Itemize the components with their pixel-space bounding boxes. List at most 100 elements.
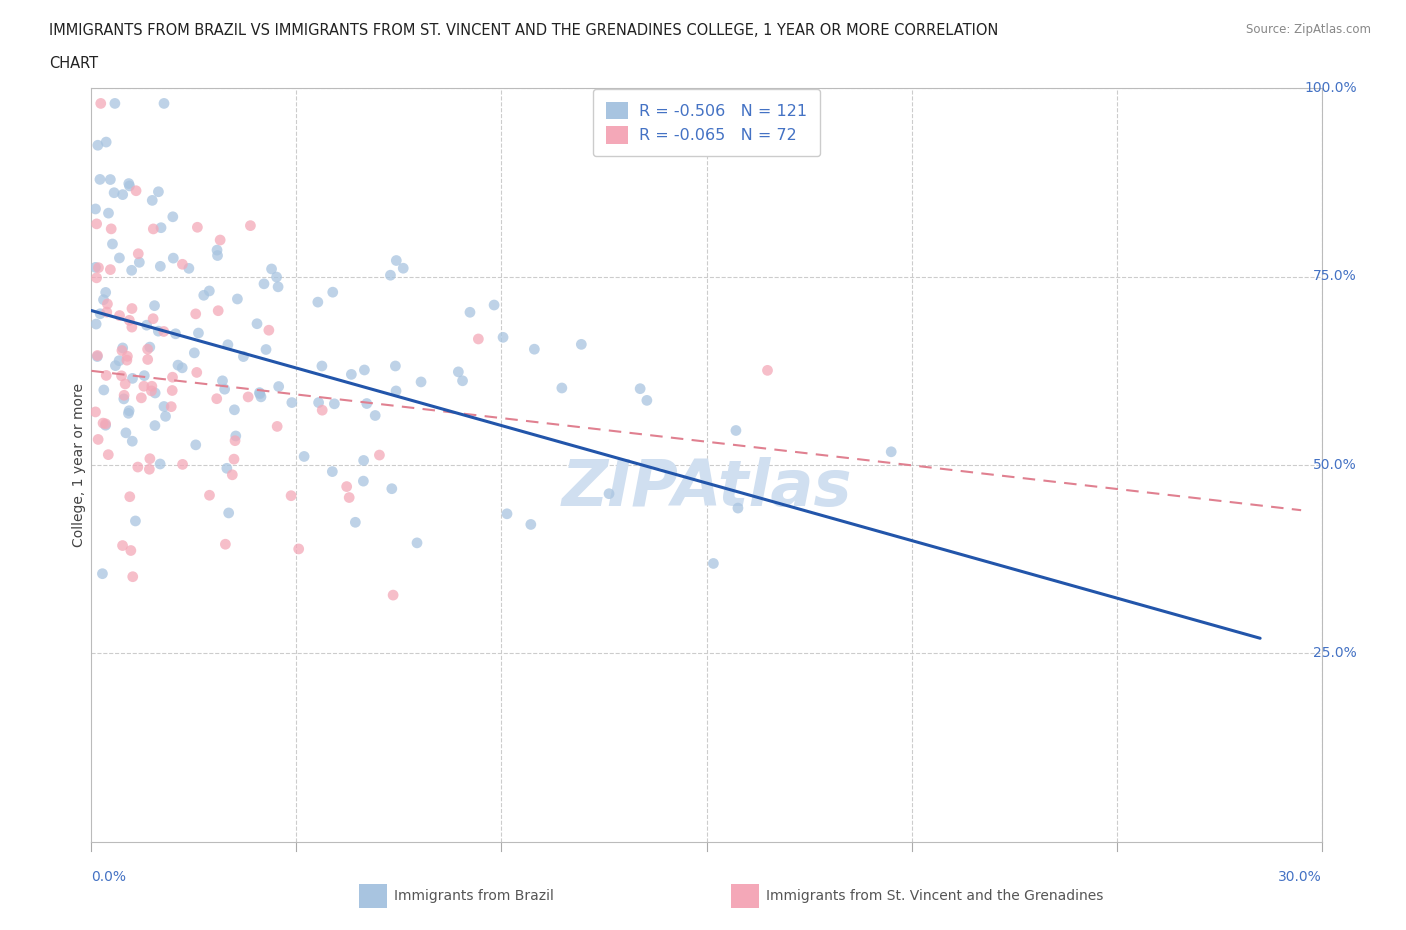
Point (205, 243, 228, 258)
Point (368, 447, 391, 462)
Point (89, 306, 111, 321)
Point (384, 359, 406, 374)
Point (198, 488, 221, 503)
Point (98, 262, 121, 277)
Point (90, 96, 112, 111)
Point (101, 236, 124, 251)
Point (628, 381, 651, 396)
Point (104, 358, 127, 373)
Point (321, 464, 343, 479)
Point (104, 96, 127, 111)
Point (207, 303, 229, 318)
Point (724, 423, 747, 438)
Point (380, 268, 402, 283)
Point (392, 260, 415, 275)
Point (142, 221, 165, 236)
Point (205, 392, 228, 406)
Point (87, 432, 110, 447)
Point (115, 425, 138, 440)
Point (207, 248, 229, 263)
Point (84, 259, 107, 274)
Point (84, 202, 107, 217)
Point (193, 288, 215, 303)
Point (86, 348, 108, 363)
Point (165, 326, 187, 341)
Text: ZIPAtlas: ZIPAtlas (561, 457, 852, 519)
Point (209, 232, 232, 247)
Point (249, 386, 271, 401)
Point (160, 383, 183, 398)
Point (108, 250, 131, 265)
Point (115, 352, 138, 367)
Point (162, 370, 184, 385)
Point (149, 457, 172, 472)
Point (520, 517, 543, 532)
Point (172, 360, 194, 375)
Point (150, 220, 173, 235)
Point (266, 419, 288, 434)
Point (184, 437, 207, 452)
Point (125, 183, 148, 198)
Point (187, 326, 209, 340)
Point (112, 388, 135, 403)
Point (551, 380, 574, 395)
Point (381, 481, 404, 496)
Point (308, 395, 330, 410)
Point (344, 515, 367, 530)
Point (340, 367, 363, 382)
Point (86, 349, 108, 364)
Point (281, 395, 304, 410)
Text: Source: ZipAtlas.com: Source: ZipAtlas.com (1246, 23, 1371, 36)
Point (336, 479, 359, 494)
Point (249, 385, 271, 400)
Point (118, 404, 141, 418)
Point (322, 285, 344, 299)
Point (162, 209, 184, 224)
Point (136, 352, 159, 367)
Point (152, 324, 174, 339)
Point (311, 403, 333, 418)
Point (111, 187, 134, 202)
Point (311, 359, 333, 374)
Point (111, 343, 134, 358)
Point (132, 379, 155, 393)
Point (382, 588, 405, 603)
Point (118, 312, 141, 327)
Point (103, 185, 125, 200)
Point (149, 259, 172, 273)
Point (214, 537, 236, 551)
Text: IMMIGRANTS FROM BRAZIL VS IMMIGRANTS FROM ST. VINCENT AND THE GRENADINES COLLEGE: IMMIGRANTS FROM BRAZIL VS IMMIGRANTS FRO… (49, 23, 998, 38)
Text: Immigrants from Brazil: Immigrants from Brazil (394, 888, 554, 903)
Point (96, 135, 118, 150)
Point (153, 96, 176, 111)
Text: 0.0%: 0.0% (91, 870, 127, 884)
Point (323, 396, 346, 411)
Point (91, 566, 114, 581)
Point (118, 489, 141, 504)
Point (94, 285, 117, 299)
Point (458, 305, 481, 320)
Point (167, 358, 190, 373)
Point (253, 276, 276, 291)
Text: 30.0%: 30.0% (1278, 870, 1322, 884)
Point (121, 371, 143, 386)
Point (118, 179, 141, 193)
Point (523, 341, 546, 356)
Point (292, 449, 315, 464)
Point (97, 206, 120, 220)
Point (121, 433, 143, 448)
Text: Immigrants from St. Vincent and the Grenadines: Immigrants from St. Vincent and the Gren… (766, 888, 1104, 903)
Point (267, 379, 290, 394)
Point (127, 459, 149, 474)
Point (84, 405, 107, 419)
Point (569, 337, 592, 352)
Point (186, 219, 208, 234)
Text: CHART: CHART (49, 56, 98, 71)
Point (131, 391, 153, 405)
Point (257, 323, 280, 338)
Point (143, 386, 166, 401)
Point (127, 246, 149, 261)
Point (221, 468, 243, 483)
Point (110, 368, 132, 383)
Point (260, 261, 283, 276)
